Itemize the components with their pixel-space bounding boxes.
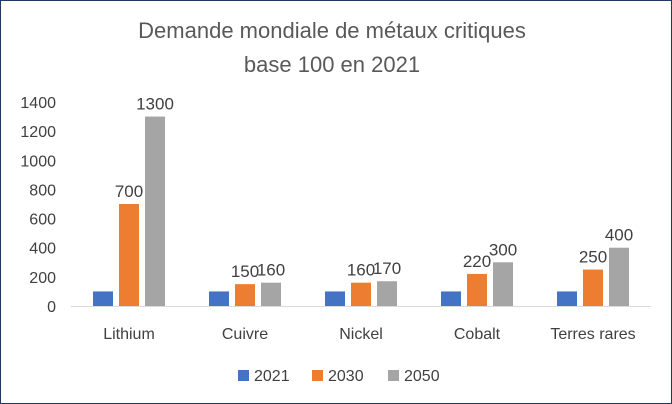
y-tick-label: 600 <box>29 212 56 229</box>
bar-2050-terres-rares <box>609 247 629 306</box>
data-label: 300 <box>489 240 517 259</box>
y-tick-label: 1000 <box>20 153 56 170</box>
legend-swatch <box>312 370 323 381</box>
data-label: 170 <box>373 259 401 278</box>
data-label: 160 <box>347 261 375 280</box>
bar-2021-lithium <box>93 291 113 306</box>
legend-label: 2050 <box>404 368 440 385</box>
bar-2030-cuivre <box>235 284 255 306</box>
y-tick-label: 0 <box>47 299 56 316</box>
bar-2050-cuivre <box>261 282 281 306</box>
data-label: 400 <box>605 226 633 245</box>
y-tick-label: 200 <box>29 270 56 287</box>
bar-2030-nickel <box>351 282 371 306</box>
y-tick-label: 1200 <box>20 124 56 141</box>
bar-2050-nickel <box>377 281 397 306</box>
bar-2050-lithium <box>145 116 165 306</box>
legend: 2021 2030 2050 <box>238 368 440 385</box>
bar-2021-cobalt <box>441 291 461 306</box>
category-label: Cobalt <box>454 326 501 343</box>
y-tick-label: 800 <box>29 182 56 199</box>
data-label: 700 <box>115 182 143 201</box>
chart-title: Demande mondiale de métaux critiques <box>138 18 526 43</box>
bar-2030-lithium <box>119 204 139 306</box>
bar-2030-terres-rares <box>583 269 603 306</box>
data-label: 160 <box>257 261 285 280</box>
data-label: 1300 <box>136 95 174 114</box>
category-labels: Lithium Cuivre Nickel Cobalt Terres rares <box>103 326 635 343</box>
category-label: Lithium <box>103 326 155 343</box>
data-label: 150 <box>231 262 259 281</box>
bar-2021-nickel <box>325 291 345 306</box>
category-label: Nickel <box>339 326 383 343</box>
bar-2021-terres-rares <box>557 291 577 306</box>
y-axis: 0 200 400 600 800 1000 1200 1400 <box>20 95 56 316</box>
category-label: Terres rares <box>550 326 635 343</box>
y-tick-label: 1400 <box>20 95 56 112</box>
bar-2030-cobalt <box>467 273 487 306</box>
bar-2050-cobalt <box>493 262 513 306</box>
data-label: 220 <box>463 252 491 271</box>
bar-2021-cuivre <box>209 291 229 306</box>
chart-subtitle: base 100 en 2021 <box>244 52 420 77</box>
legend-swatch <box>388 370 399 381</box>
category-label: Cuivre <box>222 326 268 343</box>
y-tick-label: 400 <box>29 241 56 258</box>
legend-label: 2030 <box>328 368 364 385</box>
legend-label: 2021 <box>254 368 290 385</box>
data-label: 250 <box>579 248 607 267</box>
legend-swatch <box>238 370 249 381</box>
